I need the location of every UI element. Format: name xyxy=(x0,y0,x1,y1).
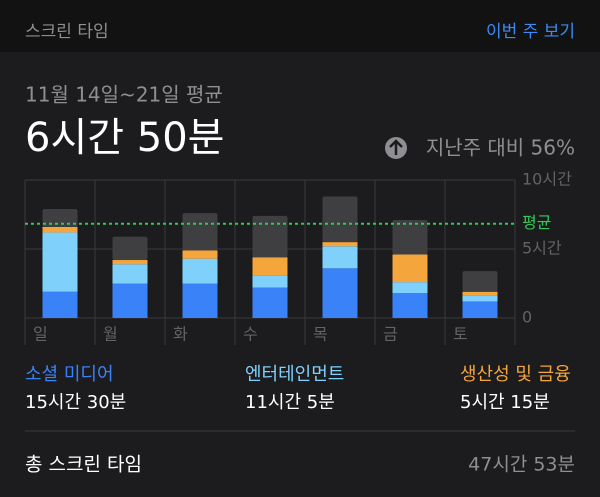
average-time: 6시간 50분 xyxy=(25,115,224,161)
bar-segment xyxy=(322,196,358,243)
legend-time: 15시간 30분 xyxy=(25,392,126,413)
y-tick-label: 5시간 xyxy=(522,239,562,258)
x-tick-label: 토 xyxy=(453,325,468,344)
bar-segment xyxy=(252,257,288,276)
bar-segment xyxy=(392,282,428,294)
x-tick-label: 금 xyxy=(383,325,398,344)
legend-name: 엔터테인먼트 xyxy=(245,364,344,385)
bar-segment xyxy=(112,260,148,265)
bar-segment xyxy=(392,293,428,318)
legend-name: 소셜 미디어 xyxy=(25,364,114,385)
bar-segment xyxy=(392,220,428,255)
y-tick-label: 0 xyxy=(522,308,532,327)
total-label: 총 스크린 타임 xyxy=(25,454,142,476)
bar-segment xyxy=(112,283,148,318)
bar-segment xyxy=(252,215,288,258)
bar-segment xyxy=(42,208,78,227)
x-tick-label: 수 xyxy=(243,325,258,344)
bar-segment xyxy=(112,264,148,284)
see-week-button[interactable]: 이번 주 보기 xyxy=(486,22,575,42)
x-tick-label: 일 xyxy=(33,325,48,344)
bar-segment xyxy=(462,271,498,292)
legend-name: 생산성 및 금융 xyxy=(460,364,571,385)
bar-segment xyxy=(42,291,78,318)
top-bar xyxy=(0,0,600,52)
bar-segment xyxy=(182,258,218,284)
bar-segment xyxy=(252,287,288,318)
bar-segment xyxy=(322,268,358,318)
bar-segment xyxy=(462,291,498,296)
x-tick-label: 월 xyxy=(103,325,118,344)
bar-segment xyxy=(392,254,428,283)
x-tick-label: 목 xyxy=(313,325,328,344)
period: 11월 14일~21일 평균 xyxy=(25,83,223,107)
arrow-up xyxy=(389,139,403,155)
header-title: 스크린 타임 xyxy=(25,22,109,42)
bar-segment xyxy=(112,236,148,261)
bar-segment xyxy=(462,295,498,302)
y-tick-label: 10시간 xyxy=(522,170,572,189)
bar-segment xyxy=(182,283,218,318)
bar-segment xyxy=(252,275,288,288)
bar-segment xyxy=(322,246,358,269)
bar-segment xyxy=(182,250,218,259)
total-value: 47시간 53분 xyxy=(468,454,575,476)
change-text: 지난주 대비 56% xyxy=(426,136,575,160)
bar-segment xyxy=(182,213,218,251)
bar-segment xyxy=(462,301,498,318)
legend-time: 5시간 15분 xyxy=(460,392,550,413)
x-tick-label: 화 xyxy=(173,325,188,344)
bar-segment xyxy=(42,226,78,233)
average-label: 평균 xyxy=(522,213,551,232)
bar-segment xyxy=(322,242,358,247)
legend-time: 11시간 5분 xyxy=(245,392,335,413)
bar-segment xyxy=(42,232,78,292)
